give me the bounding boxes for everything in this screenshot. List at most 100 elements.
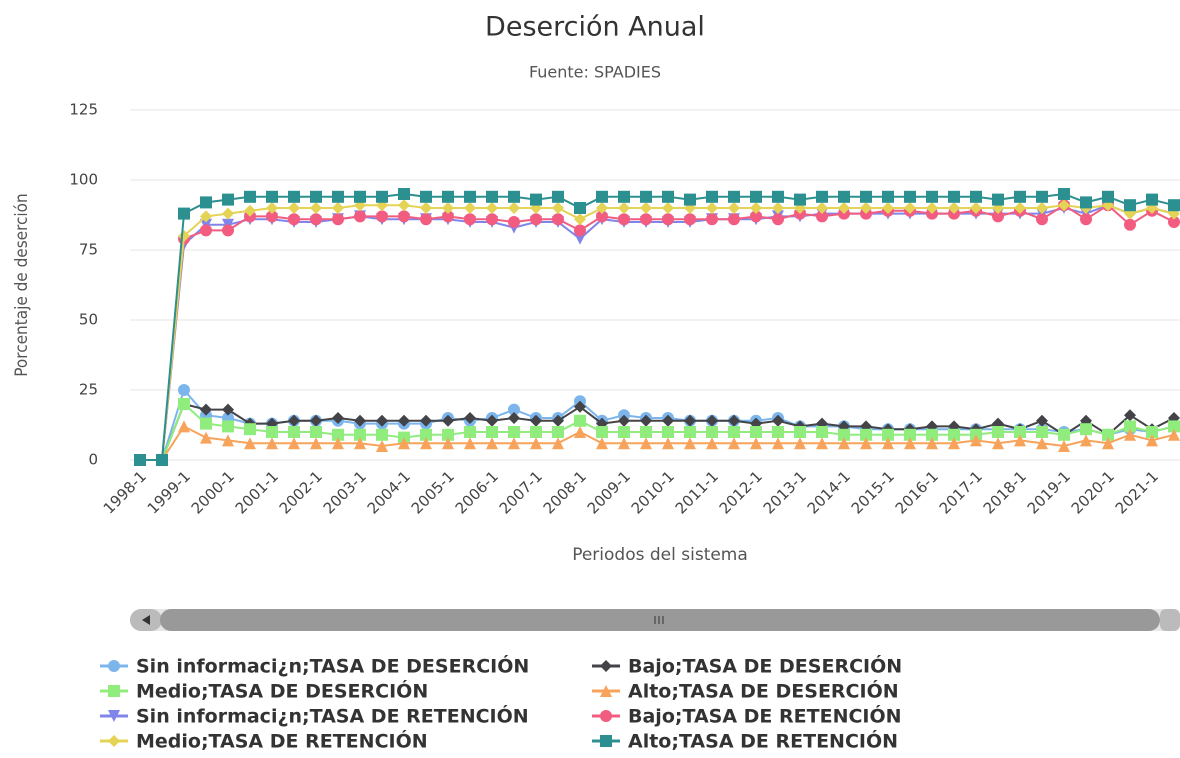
scroll-right[interactable] (1160, 609, 1180, 631)
legend-item[interactable]: Medio;TASA DE RETENCIÓN (100, 729, 428, 753)
marker (992, 426, 1004, 438)
marker (816, 426, 828, 438)
series (134, 398, 1180, 466)
y-tick-label: 100 (69, 171, 98, 189)
marker (816, 190, 828, 203)
legend-label: Alto;TASA DE DESERCIÓN (628, 679, 899, 703)
marker (310, 414, 322, 427)
chart-subtitle: Fuente: SPADIES (529, 63, 661, 82)
marker (1146, 434, 1158, 447)
x-tick-label: 2017-1 (936, 467, 986, 517)
marker (948, 428, 960, 441)
marker (970, 434, 982, 447)
marker (442, 190, 454, 203)
marker (1146, 193, 1158, 206)
legend-item[interactable]: Alto;TASA DE DESERCIÓN (592, 679, 899, 703)
marker (222, 193, 234, 206)
marker (134, 454, 146, 466)
series (134, 384, 1180, 466)
x-tick-label: 2008-1 (540, 467, 590, 517)
legend-item[interactable]: Sin informaci¿n;TASA DE RETENCIÓN (100, 704, 529, 728)
scrollbar[interactable] (130, 609, 1180, 631)
marker (288, 213, 300, 226)
marker (530, 426, 542, 438)
marker (200, 417, 212, 430)
marker (882, 437, 894, 450)
x-tick-label: 2013-1 (760, 467, 810, 517)
marker (508, 216, 520, 228)
marker (706, 414, 718, 427)
marker (508, 426, 520, 438)
marker (640, 190, 652, 203)
marker (332, 437, 344, 450)
marker (178, 398, 190, 410)
marker (310, 437, 322, 450)
marker (354, 210, 366, 223)
marker (486, 190, 498, 203)
marker (750, 210, 762, 223)
x-tick-label: 2002-1 (276, 467, 326, 517)
legend-item[interactable]: Bajo;TASA DE RETENCIÓN (592, 704, 902, 728)
legend-marker (108, 660, 120, 672)
marker (1168, 199, 1180, 212)
legend-item[interactable]: Medio;TASA DE DESERCIÓN (100, 679, 428, 703)
marker (222, 403, 234, 416)
marker (772, 190, 784, 203)
marker (772, 437, 784, 450)
marker (420, 414, 432, 427)
marker (618, 414, 630, 427)
marker (684, 437, 696, 450)
marker (486, 426, 498, 438)
marker (420, 202, 432, 214)
marker (904, 202, 916, 214)
marker (464, 437, 476, 450)
marker (464, 202, 476, 214)
legend-item[interactable]: Sin informaci¿n;TASA DE DESERCIÓN (100, 654, 529, 678)
marker (464, 190, 476, 203)
marker (596, 202, 608, 214)
x-tick-label: 2006-1 (452, 467, 502, 517)
marker (618, 426, 630, 438)
legend-marker (600, 660, 612, 672)
marker (816, 210, 828, 223)
marker (662, 437, 674, 450)
marker (882, 190, 894, 203)
legend-label: Medio;TASA DE RETENCIÓN (136, 729, 428, 753)
marker (244, 204, 256, 217)
marker (332, 428, 344, 441)
marker (398, 414, 410, 427)
x-tick-label: 2020-1 (1068, 467, 1118, 517)
x-tick-label: 2021-1 (1112, 467, 1162, 517)
marker (706, 437, 718, 450)
marker (750, 202, 762, 214)
y-tick-label: 125 (69, 101, 98, 119)
marker (1036, 414, 1048, 427)
marker (1102, 437, 1114, 450)
legend-marker (108, 735, 120, 747)
scroll-arrow (142, 615, 150, 625)
marker (574, 213, 586, 226)
scroll-thumb[interactable] (160, 609, 1160, 631)
x-tick-label: 2014-1 (804, 467, 854, 517)
legend-item[interactable]: Bajo;TASA DE DESERCIÓN (592, 654, 902, 678)
marker (354, 414, 366, 427)
marker (618, 213, 630, 226)
marker (1036, 426, 1048, 438)
x-tick-label: 2012-1 (716, 467, 766, 517)
marker (706, 426, 718, 438)
marker (288, 437, 300, 450)
legend-label: Sin informaci¿n;TASA DE DESERCIÓN (136, 654, 529, 678)
marker (398, 199, 410, 212)
marker (596, 426, 608, 438)
marker (1080, 213, 1092, 226)
marker (948, 202, 960, 214)
marker (574, 400, 586, 413)
legend-item[interactable]: Alto;TASA DE RETENCIÓN (592, 729, 898, 753)
x-tick-label: 2009-1 (584, 467, 634, 517)
y-tick-label: 75 (79, 241, 98, 259)
marker (574, 224, 586, 237)
marker (574, 202, 586, 214)
marker (288, 190, 300, 203)
marker (684, 414, 696, 427)
